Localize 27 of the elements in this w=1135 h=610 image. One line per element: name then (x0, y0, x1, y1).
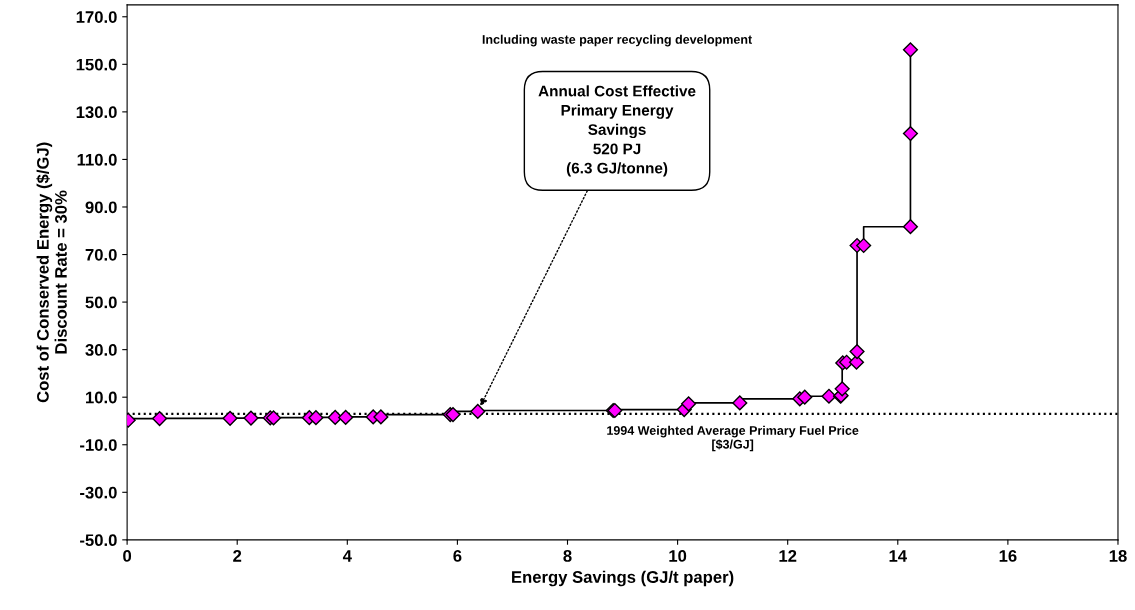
annotation: Including waste paper recycling development (482, 34, 752, 47)
x-tick-label: 6 (453, 550, 462, 562)
x-tick-label: 18 (1109, 550, 1127, 562)
y-tick-label: -10.0 (80, 439, 117, 451)
x-tick-label: 12 (779, 550, 797, 562)
y-tick-label: 10.0 (86, 391, 117, 404)
x-tick-label: 0 (123, 550, 132, 562)
y-tick-label: 30.0 (85, 344, 117, 356)
x-axis-title: Energy Savings (GJ/t paper) (512, 570, 734, 587)
y-tick-label: 110.0 (77, 153, 117, 166)
y-tick-label: 170.0 (76, 11, 117, 23)
y-tick-label: 130.0 (76, 106, 117, 119)
y-axis-title: Cost of Conserved Energy ($/GJ) Discount Rate = 30% (36, 142, 67, 403)
y-tick-label: 70.0 (85, 248, 117, 261)
y-tick-label: -30.0 (80, 486, 117, 499)
x-tick-label: 8 (563, 550, 572, 562)
x-tick-label: 14 (889, 550, 907, 562)
x-tick-label: 16 (999, 550, 1017, 562)
y-tick-label: 150.0 (76, 58, 117, 71)
y-tick-label: -50.0 (80, 534, 117, 547)
annotation: Annual Cost Effective Primary Energy Savings 520 PJ (6.3 GJ/tonne) (538, 85, 696, 177)
ref-line-label: 1994 Weighted Average Primary Fuel Price [$3/GJ] (607, 425, 859, 452)
x-tick-label: 2 (233, 550, 242, 562)
x-tick-label: 4 (342, 550, 352, 562)
x-tick-label: 10 (669, 550, 687, 562)
y-tick-label: 50.0 (85, 296, 117, 309)
y-tick-label: 90.0 (85, 201, 117, 214)
